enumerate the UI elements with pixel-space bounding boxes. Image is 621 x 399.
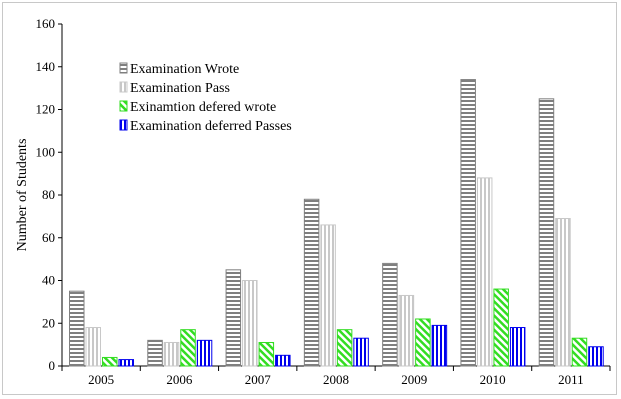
y-tick-label: 0 <box>49 358 56 373</box>
y-tick-label: 160 <box>36 16 56 31</box>
bar-2009-series-3 <box>431 324 448 367</box>
x-tick-label: 2007 <box>245 372 272 387</box>
y-axis-label: Number of Students <box>15 139 30 252</box>
legend-label: Examination Pass <box>130 81 230 96</box>
x-tick-label: 2011 <box>558 372 584 387</box>
bar-2007-series-0 <box>225 269 242 367</box>
y-tick-label: 120 <box>36 102 56 117</box>
bar-2006-series-1 <box>163 341 180 367</box>
bar-2007-series-2 <box>258 341 275 367</box>
bar-2006-series-3 <box>196 339 213 367</box>
bar-2005-series-3 <box>118 359 134 367</box>
legend-swatch <box>119 119 128 131</box>
bar-2005-series-0 <box>69 290 85 367</box>
bar-2010-series-1 <box>476 177 493 367</box>
bar-2009-series-1 <box>398 294 415 367</box>
bar-2011-series-0 <box>538 98 555 367</box>
bar-2011-series-3 <box>588 346 604 367</box>
bar-2007-series-3 <box>275 354 291 367</box>
x-tick-label: 2009 <box>401 372 427 387</box>
legend-swatch <box>119 81 128 93</box>
legend-swatch <box>119 62 128 74</box>
bar-2010-series-2 <box>493 288 509 367</box>
bar-2010-series-3 <box>509 327 526 367</box>
legend-swatch <box>119 100 128 112</box>
y-tick-label: 100 <box>36 144 56 159</box>
bar-2006-series-0 <box>147 339 163 367</box>
bar-2007-series-1 <box>242 280 258 367</box>
y-tick-labels: 0 20 40 60 80 100 120 140 160 <box>36 16 56 373</box>
bar-2008-series-1 <box>320 224 336 367</box>
bar-2008-series-2 <box>336 329 353 367</box>
legend-label: Examination Wrote <box>130 62 239 77</box>
x-tick-label: 2005 <box>88 372 114 387</box>
bar-2011-series-2 <box>571 337 588 367</box>
bar-2006-series-2 <box>180 329 196 367</box>
x-tick-label: 2010 <box>480 372 506 387</box>
bar-2008-series-3 <box>353 337 369 367</box>
bars <box>69 79 604 367</box>
x-tick-label: 2008 <box>323 372 349 387</box>
y-tick-label: 140 <box>36 59 56 74</box>
x-tick-label: 2006 <box>166 372 193 387</box>
bar-2005-series-1 <box>85 327 101 367</box>
y-tick-label: 80 <box>42 187 55 202</box>
bar-2011-series-1 <box>555 218 571 367</box>
y-tick-label: 20 <box>42 315 55 330</box>
bar-2010-series-0 <box>460 79 476 367</box>
bar-2009-series-0 <box>382 262 398 367</box>
bar-2009-series-2 <box>415 318 431 367</box>
legend-label: Examination deferred Passes <box>130 119 292 134</box>
y-tick-label: 40 <box>42 273 55 288</box>
legend: Examination Wrote Examination Pass Exinamt… <box>119 62 292 134</box>
y-tick-label: 60 <box>42 230 55 245</box>
bar-2005-series-2 <box>102 356 118 367</box>
legend-label: Exinamtion defered wrote <box>130 100 276 115</box>
x-tick-labels: 2005 2006 2007 2008 2009 2010 2011 <box>88 372 583 387</box>
bar-2008-series-0 <box>303 198 320 367</box>
chart-frame <box>2 2 617 395</box>
